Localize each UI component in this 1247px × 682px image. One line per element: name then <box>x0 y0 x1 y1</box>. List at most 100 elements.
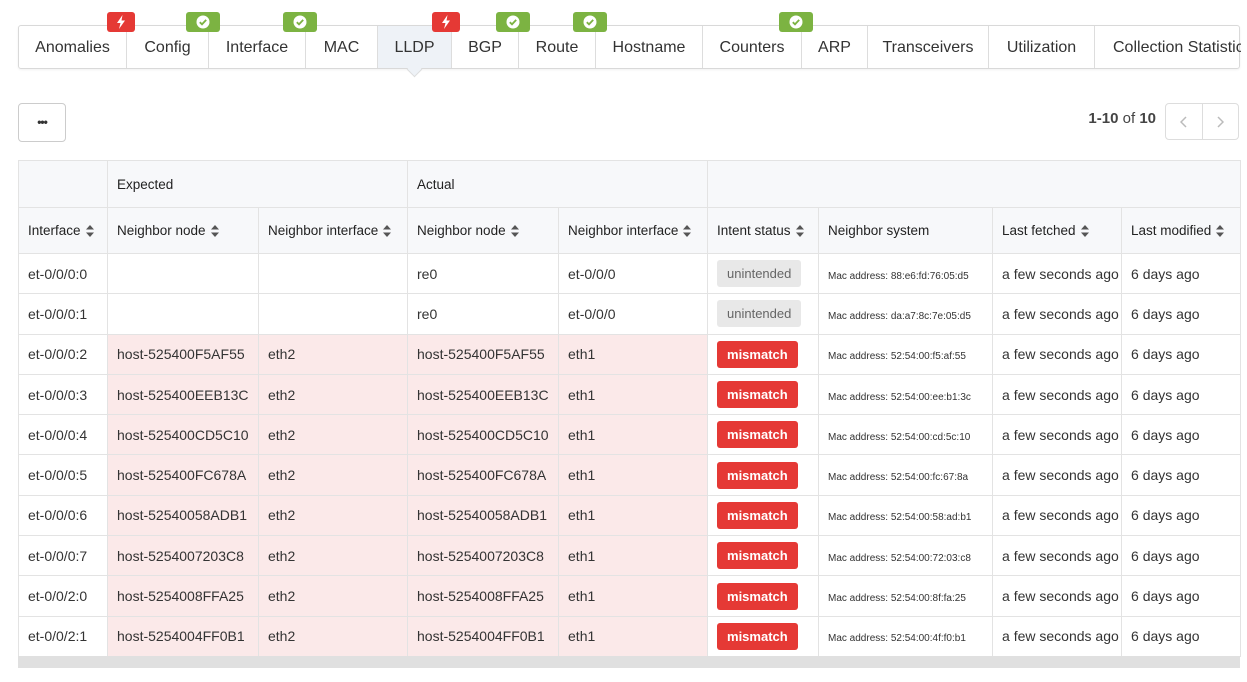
tab-label: ARP <box>818 39 851 56</box>
cell-text: et-0/0/0:4 <box>28 427 87 443</box>
table-cell: host-525400CD5C10 <box>408 415 559 455</box>
cell-text: et-0/0/0:0 <box>28 266 87 282</box>
table-cell: host-5254008FFA25 <box>408 576 559 616</box>
column-label: Interface <box>28 223 81 238</box>
table-cell: host-525400CD5C10 <box>108 415 259 455</box>
next-page-button[interactable] <box>1202 104 1239 139</box>
table-cell: host-525400FC678A <box>408 455 559 495</box>
table-row: et-0/0/0:7host-5254007203C8eth2host-5254… <box>19 536 1241 576</box>
column-header[interactable]: Neighbor interface <box>559 208 708 254</box>
table-cell: host-525400FC678A <box>108 455 259 495</box>
table-cell: unintended <box>708 294 819 334</box>
table-cell: eth1 <box>559 374 708 414</box>
of-label: of <box>1123 110 1136 127</box>
cell-text: eth2 <box>268 346 295 362</box>
neighbor-system: Mac address: 52:54:00:58:ad:b1 <box>828 512 971 523</box>
more-actions-button[interactable]: ••• <box>18 103 66 142</box>
cell-text: host-525400FC678A <box>417 467 546 483</box>
pager <box>1165 103 1239 140</box>
table-cell: Mac address: 52:54:00:72:03:c8 <box>819 536 993 576</box>
tab[interactable]: MAC <box>306 26 378 68</box>
cell-text: host-525400FC678A <box>117 467 246 483</box>
cell-text: et-0/0/0 <box>568 266 615 282</box>
column-header[interactable]: Last modified <box>1122 208 1241 254</box>
table-cell <box>108 294 259 334</box>
table-cell: eth1 <box>559 495 708 535</box>
cell-text: eth2 <box>268 548 295 564</box>
table-cell: unintended <box>708 254 819 294</box>
tab[interactable]: Collection Statistics <box>1095 26 1241 68</box>
table-cell: eth2 <box>259 374 408 414</box>
pagination-summary: 1-10 of 10 <box>1088 110 1156 127</box>
cell-text: host-5254008FFA25 <box>117 588 244 604</box>
tab[interactable]: Config <box>127 26 209 68</box>
column-label: Last modified <box>1131 223 1211 238</box>
total-count: 10 <box>1139 110 1156 127</box>
tab[interactable]: Utilization <box>989 26 1095 68</box>
table-cell: eth2 <box>259 616 408 656</box>
column-header-row: InterfaceNeighbor nodeNeighbor interface… <box>19 208 1241 254</box>
cell-text: et-0/0/0:2 <box>28 346 87 362</box>
table-cell: Mac address: 52:54:00:58:ad:b1 <box>819 495 993 535</box>
table-cell: a few seconds ago <box>993 495 1122 535</box>
table-cell: et-0/0/0:6 <box>19 495 108 535</box>
table-row: et-0/0/0:4host-525400CD5C10eth2host-5254… <box>19 415 1241 455</box>
tab[interactable]: LLDP <box>378 26 452 68</box>
cell-text: host-525400EEB13C <box>117 387 249 403</box>
tab[interactable]: Interface <box>209 26 306 68</box>
neighbor-system: Mac address: 52:54:00:fc:67:8a <box>828 472 968 483</box>
tab[interactable]: BGP <box>452 26 519 68</box>
neighbor-system: Mac address: 88:e6:fd:76:05:d5 <box>828 271 969 282</box>
table-cell: 6 days ago <box>1122 536 1241 576</box>
table-cell: Mac address: 52:54:00:4f:f0:b1 <box>819 616 993 656</box>
tab[interactable]: Anomalies <box>19 26 127 68</box>
table-cell: host-5254004FF0B1 <box>408 616 559 656</box>
tab-label: Collection Statistics <box>1113 39 1241 56</box>
column-label: Intent status <box>717 223 791 238</box>
table-cell: et-0/0/2:0 <box>19 576 108 616</box>
intent-status-badge: mismatch <box>717 583 798 610</box>
tab[interactable]: Route <box>519 26 596 68</box>
tab[interactable]: Transceivers <box>868 26 989 68</box>
cell-text: eth1 <box>568 427 595 443</box>
intent-status-badge: mismatch <box>717 381 798 408</box>
table-cell <box>259 294 408 334</box>
cell-text: host-5254008FFA25 <box>417 588 544 604</box>
column-header[interactable]: Neighbor node <box>408 208 559 254</box>
lldp-table: Expected Actual InterfaceNeighbor nodeNe… <box>18 160 1241 657</box>
cell-text: eth1 <box>568 467 595 483</box>
intent-status-badge: mismatch <box>717 341 798 368</box>
horizontal-scrollbar[interactable] <box>18 656 1240 668</box>
column-header[interactable]: Neighbor node <box>108 208 259 254</box>
group-header: Expected <box>108 161 408 208</box>
column-header[interactable]: Neighbor interface <box>259 208 408 254</box>
cell-text: host-52540058ADB1 <box>417 507 547 523</box>
cell-text: eth1 <box>568 628 595 644</box>
table-cell: host-525400EEB13C <box>408 374 559 414</box>
table-row: et-0/0/0:6host-52540058ADB1eth2host-5254… <box>19 495 1241 535</box>
cell-text: host-525400CD5C10 <box>417 427 549 443</box>
table-cell: Mac address: da:a7:8c:7e:05:d5 <box>819 294 993 334</box>
tab[interactable]: Hostname <box>596 26 703 68</box>
table-cell: eth2 <box>259 495 408 535</box>
prev-page-button[interactable] <box>1166 104 1202 139</box>
cell-text: re0 <box>417 266 437 282</box>
table-cell: et-0/0/0 <box>559 294 708 334</box>
tab[interactable]: ARP <box>802 26 868 68</box>
table-cell: host-525400F5AF55 <box>108 334 259 374</box>
column-header[interactable]: Interface <box>19 208 108 254</box>
column-label: Neighbor interface <box>268 223 378 238</box>
table-cell: a few seconds ago <box>993 334 1122 374</box>
neighbor-system: Mac address: 52:54:00:4f:f0:b1 <box>828 633 966 644</box>
table-cell: 6 days ago <box>1122 616 1241 656</box>
column-header[interactable]: Last fetched <box>993 208 1122 254</box>
intent-status-badge: mismatch <box>717 623 798 650</box>
tab[interactable]: Counters <box>703 26 802 68</box>
table-cell: eth1 <box>559 616 708 656</box>
cell-text: 6 days ago <box>1131 548 1200 564</box>
table-cell: eth2 <box>259 576 408 616</box>
column-header[interactable]: Intent status <box>708 208 819 254</box>
table-row: et-0/0/0:2host-525400F5AF55eth2host-5254… <box>19 334 1241 374</box>
table-cell: 6 days ago <box>1122 415 1241 455</box>
table-body: et-0/0/0:0re0et-0/0/0unintendedMac addre… <box>19 254 1241 657</box>
